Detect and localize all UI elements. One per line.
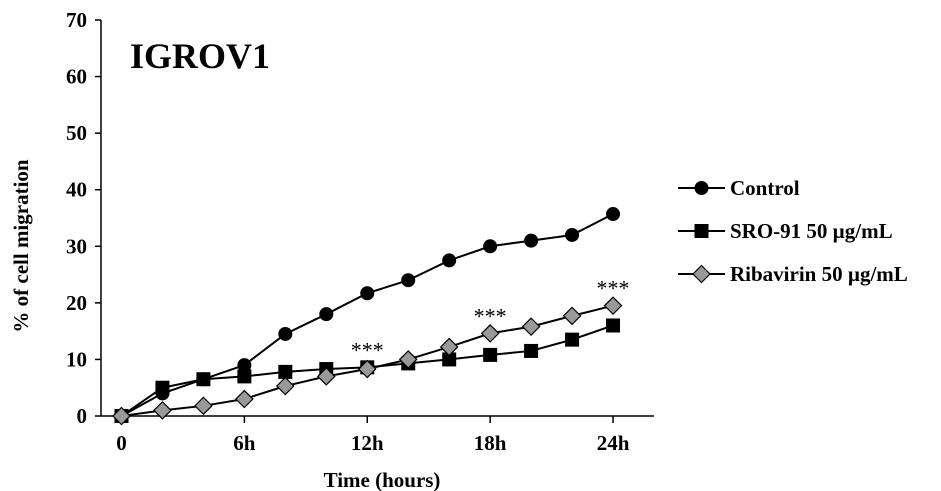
data-point (562, 306, 582, 326)
data-point (401, 273, 416, 288)
series-layer (112, 207, 623, 426)
legend-item: Ribavirin 50 µg/mL (678, 262, 908, 286)
y-tick-label: 30 (66, 234, 87, 258)
series-circle (114, 207, 621, 423)
data-point (565, 227, 580, 242)
annotation-layer: *** *** *** (351, 276, 630, 363)
y-axis-label: % of cell migration (9, 159, 33, 333)
significance-annotation: *** (474, 303, 507, 328)
data-point (606, 207, 621, 222)
legend-item: SRO-91 50 µg/mL (678, 219, 893, 243)
legend-label: Control (730, 176, 800, 200)
data-point (155, 380, 170, 395)
data-point (278, 364, 293, 379)
data-point (521, 317, 541, 336)
significance-annotation: *** (597, 276, 630, 301)
data-point (442, 253, 457, 268)
data-point (524, 233, 539, 248)
data-point (483, 239, 498, 254)
data-point (194, 396, 213, 416)
y-tick-label: 70 (66, 8, 87, 32)
data-point (278, 326, 293, 341)
y-tick-label: 50 (66, 121, 87, 145)
data-point (275, 376, 295, 396)
x-tick-label: 18h (474, 431, 507, 455)
series-line (120, 213, 614, 417)
legend-marker (694, 181, 709, 195)
data-point (357, 359, 377, 379)
chart-title: IGROV1 (130, 36, 270, 76)
y-tick-label: 20 (66, 291, 87, 315)
y-tick-label: 0 (77, 404, 88, 428)
legend-label: Ribavirin 50 µg/mL (730, 262, 908, 286)
significance-annotation: *** (351, 337, 384, 362)
legend-marker (694, 224, 709, 238)
x-tick-label: 6h (233, 431, 256, 455)
legend-label: SRO-91 50 µg/mL (730, 219, 893, 243)
data-point (565, 332, 580, 347)
legend-marker (692, 264, 711, 284)
data-point (319, 307, 334, 322)
data-point (524, 343, 539, 358)
data-point (483, 347, 498, 362)
data-point (398, 350, 418, 369)
legend: Control SRO-91 50 µg/mL Ribavirin 50 µg/mL (678, 176, 908, 286)
y-tick-label: 10 (66, 347, 87, 371)
data-point (196, 372, 211, 387)
data-point (112, 406, 131, 426)
y-tick-label: 60 (66, 65, 87, 89)
data-point (606, 318, 621, 333)
y-tick-label: 40 (66, 178, 87, 202)
data-point (603, 296, 623, 316)
series-diamond (112, 296, 623, 426)
x-tick-label: 24h (597, 431, 630, 455)
data-point (153, 400, 172, 420)
x-tick-label: 0 (116, 431, 127, 455)
data-point (237, 369, 252, 384)
data-point (480, 324, 500, 343)
data-point (360, 286, 375, 301)
data-point (439, 337, 459, 357)
x-axis-label: Time (hours) (324, 468, 441, 491)
data-point (235, 389, 254, 409)
legend-item: Control (678, 176, 800, 200)
x-tick-label: 12h (351, 431, 384, 455)
data-point (316, 367, 336, 386)
